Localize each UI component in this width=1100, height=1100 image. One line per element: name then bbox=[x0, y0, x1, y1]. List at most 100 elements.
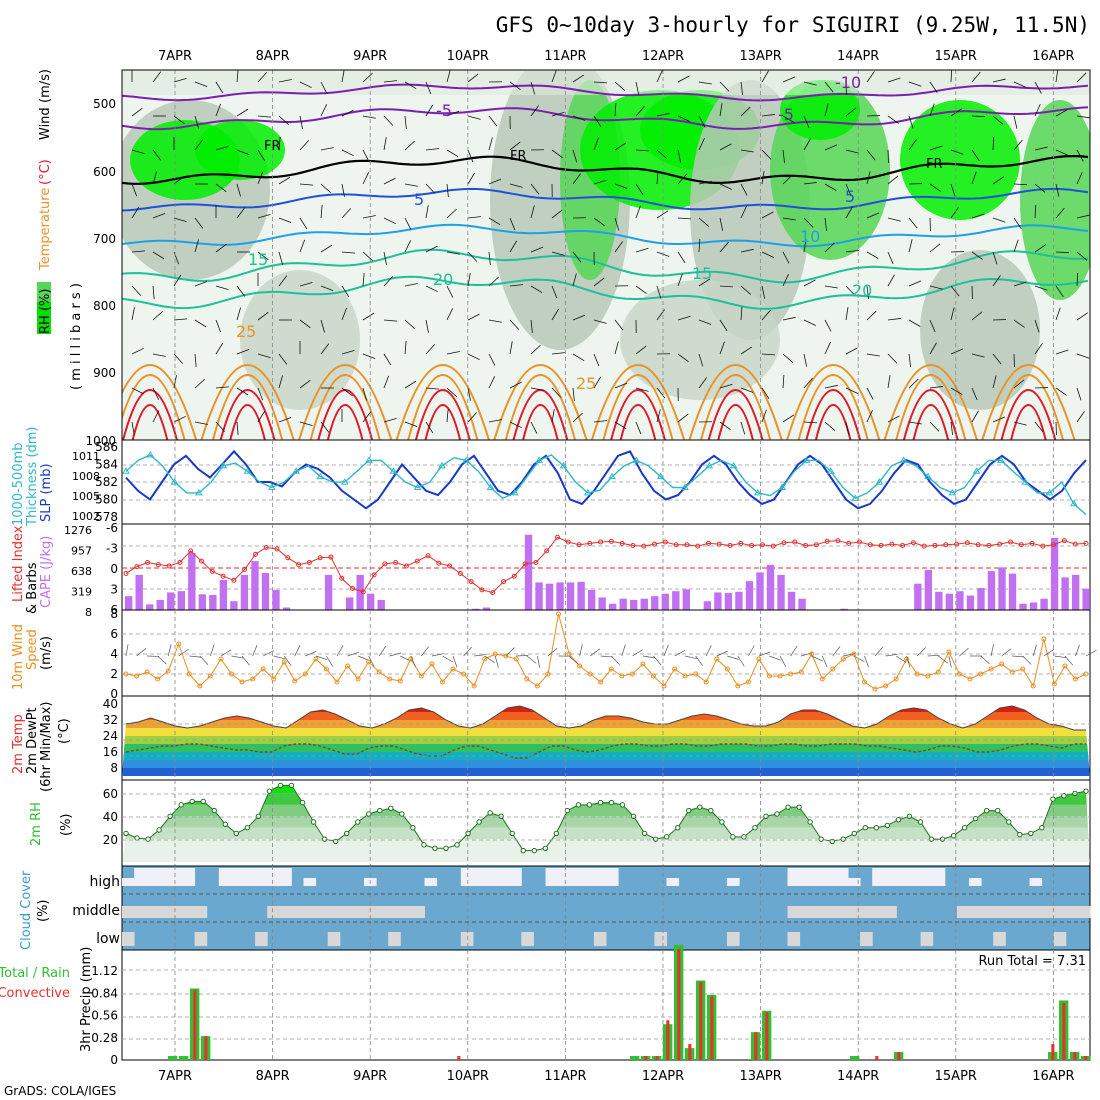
rh-point bbox=[708, 807, 714, 814]
wind-speed-point bbox=[461, 671, 467, 677]
slp-marker bbox=[851, 494, 859, 501]
rh-point bbox=[432, 845, 438, 851]
wind-speed-point bbox=[1051, 681, 1057, 687]
wind-barb bbox=[803, 182, 817, 185]
wind-speed-point bbox=[640, 661, 646, 667]
wind-barb bbox=[383, 353, 392, 366]
wind-barb bbox=[614, 241, 623, 253]
rh-point bbox=[454, 842, 460, 848]
li-point bbox=[414, 558, 420, 564]
date-label-top: 7APR bbox=[158, 49, 192, 64]
wind-barb bbox=[740, 81, 743, 95]
wind-barb bbox=[992, 416, 1006, 423]
wind-barb bbox=[866, 171, 871, 185]
rh-point bbox=[244, 825, 251, 831]
date-label-bottom: 15APR bbox=[935, 1069, 977, 1084]
date-label-bottom: 14APR bbox=[837, 1069, 879, 1084]
wind-barb bbox=[1055, 251, 1070, 254]
wind-barb bbox=[887, 375, 891, 389]
wind-barb bbox=[740, 387, 754, 393]
wind-barb bbox=[845, 206, 853, 219]
cloud-middle-block bbox=[969, 906, 982, 918]
wind-barb bbox=[404, 140, 415, 151]
wind-barb bbox=[948, 655, 952, 668]
wind-barb bbox=[824, 242, 835, 253]
wind-barb bbox=[383, 251, 387, 265]
wind-barb bbox=[677, 251, 686, 264]
rh-point bbox=[476, 819, 482, 825]
cape-bar bbox=[1008, 573, 1017, 610]
temperature-contour bbox=[122, 106, 1089, 131]
cloud-middle-block bbox=[1005, 906, 1018, 918]
wind-barb bbox=[215, 386, 229, 389]
wind-barb bbox=[425, 81, 432, 95]
wind-barb bbox=[887, 217, 901, 222]
thickness-ylabel-a: 1000-500mb bbox=[11, 442, 26, 526]
cloud-level-middle: middle bbox=[72, 903, 120, 919]
wind-barb bbox=[971, 171, 977, 185]
wind-speed-point bbox=[925, 673, 931, 679]
wind-speed-point bbox=[672, 666, 678, 672]
li-point bbox=[533, 560, 539, 566]
wind-barb bbox=[656, 210, 669, 219]
wind-barb bbox=[530, 105, 539, 117]
precip-convective-bar bbox=[1073, 1052, 1077, 1060]
warm-contour bbox=[309, 374, 381, 440]
rh-point bbox=[774, 811, 780, 817]
wind-barb bbox=[152, 212, 166, 219]
wind-barb bbox=[551, 209, 563, 219]
precip-convective-bar bbox=[765, 1012, 769, 1060]
wind-barb bbox=[215, 421, 225, 432]
rh-point bbox=[675, 825, 681, 831]
rh-color-band bbox=[122, 816, 1090, 828]
slp-marker bbox=[899, 456, 908, 463]
wind-barb bbox=[404, 421, 418, 428]
wind-barb bbox=[167, 644, 172, 657]
wind-barb bbox=[215, 146, 229, 151]
wind-barb bbox=[568, 655, 579, 665]
precip-convective-bar bbox=[1051, 1044, 1055, 1060]
slp-marker bbox=[924, 472, 932, 480]
wind-barb bbox=[866, 149, 876, 161]
wind-barb bbox=[136, 648, 147, 657]
wind-barb bbox=[1001, 648, 1012, 657]
rh-point bbox=[266, 788, 273, 794]
li-point bbox=[900, 542, 906, 548]
wind-barb bbox=[845, 421, 850, 435]
wind-speed-point bbox=[714, 656, 720, 662]
wind-barb bbox=[572, 173, 581, 185]
wind-barb bbox=[1013, 217, 1022, 230]
wind-speed-point bbox=[471, 683, 477, 689]
temp-label-15-b: 15 bbox=[692, 264, 712, 283]
wind-barb bbox=[1034, 103, 1041, 117]
cloud-low-block bbox=[654, 932, 667, 946]
cape-bar bbox=[724, 593, 733, 610]
cape-bar bbox=[377, 599, 385, 610]
rh2m-panel: 60 40 20 2m RH (%) bbox=[29, 779, 1091, 867]
wind-barb bbox=[614, 183, 628, 189]
wind-barb bbox=[320, 319, 325, 333]
wind-barb bbox=[509, 183, 523, 188]
wind-barb bbox=[257, 311, 269, 321]
warm-contour bbox=[414, 389, 471, 440]
cape-bar bbox=[966, 595, 975, 610]
wind-barb bbox=[992, 251, 998, 265]
wind-barb bbox=[950, 149, 964, 155]
rh-point bbox=[575, 802, 582, 808]
cape-bar bbox=[714, 592, 722, 610]
rh-point bbox=[686, 807, 692, 814]
wind-barb bbox=[236, 149, 250, 156]
wind-barb bbox=[727, 655, 739, 660]
wind-barb bbox=[677, 115, 690, 122]
cape-bar bbox=[630, 599, 638, 610]
wind-barb bbox=[551, 70, 557, 83]
wind-barb bbox=[551, 111, 565, 117]
rh-point bbox=[343, 830, 350, 837]
wind-barb bbox=[1034, 81, 1042, 94]
wind-barb bbox=[1013, 139, 1023, 151]
slp-marker bbox=[462, 456, 471, 463]
wind-barb bbox=[299, 421, 313, 426]
wind-barb bbox=[1055, 307, 1061, 321]
wind-speed-point bbox=[608, 666, 614, 672]
wind-speed-point bbox=[819, 676, 825, 682]
